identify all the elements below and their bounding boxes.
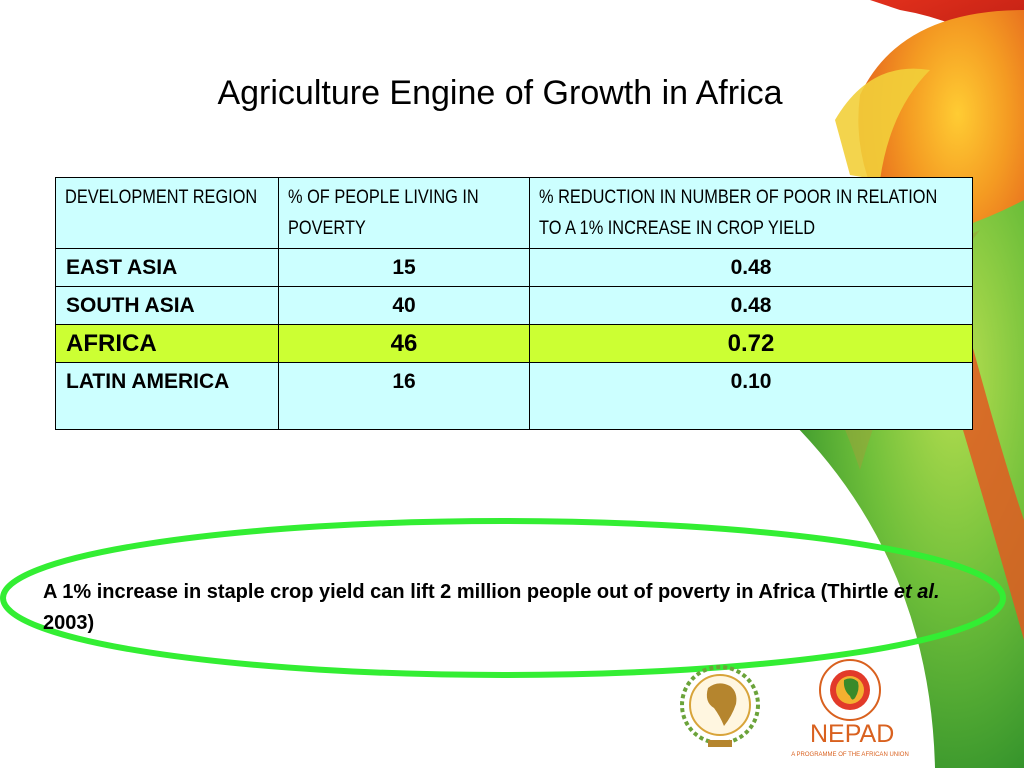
poverty-cell: 46	[278, 324, 530, 363]
poverty-cell: 40	[278, 286, 530, 325]
nepad-logo-text: NEPAD	[810, 720, 895, 748]
table-row: SOUTH ASIA 40 0.48	[55, 286, 973, 325]
header-poverty-percent: % OF PEOPLE LIVING IN POVERTY	[278, 177, 495, 249]
african-union-emblem	[680, 665, 760, 747]
note-text-end: 2003)	[43, 612, 95, 634]
highlight-ellipse	[0, 518, 1006, 678]
table-row: LATIN AMERICA 16 0.10	[55, 362, 973, 430]
poverty-cell: 16	[278, 362, 530, 430]
nepad-emblem	[819, 659, 881, 721]
region-cell: EAST ASIA	[55, 248, 279, 287]
reduction-cell: 0.48	[529, 286, 973, 325]
nepad-tagline: A PROGRAMME OF THE AFRICAN UNION	[791, 752, 909, 758]
key-finding-note: A 1% increase in staple crop yield can l…	[43, 577, 978, 639]
poverty-table: DEVELOPMENT REGION % OF PEOPLE LIVING IN…	[55, 177, 973, 430]
note-italic: et al.	[893, 581, 940, 603]
region-cell: AFRICA	[55, 324, 279, 363]
yellow-band	[835, 68, 930, 180]
reduction-cell: 0.10	[529, 362, 973, 430]
slide-title: Agriculture Engine of Growth in Africa	[217, 74, 783, 112]
poverty-cell: 15	[278, 248, 530, 287]
header-reduction: % REDUCTION IN NUMBER OF POOR IN RELATIO…	[529, 177, 937, 249]
table-header-row: DEVELOPMENT REGION % OF PEOPLE LIVING IN…	[55, 177, 973, 249]
region-cell: SOUTH ASIA	[55, 286, 279, 325]
reduction-cell: 0.72	[529, 324, 973, 363]
header-development-region: DEVELOPMENT REGION	[55, 177, 257, 249]
reduction-cell: 0.48	[529, 248, 973, 287]
left-edge-swoosh	[960, 300, 1024, 640]
region-cell: LATIN AMERICA	[55, 362, 279, 430]
table-row: EAST ASIA 15 0.48	[55, 248, 973, 287]
note-text: A 1% increase in staple crop yield can l…	[43, 581, 894, 603]
table-row-highlighted: AFRICA 46 0.72	[55, 324, 973, 363]
